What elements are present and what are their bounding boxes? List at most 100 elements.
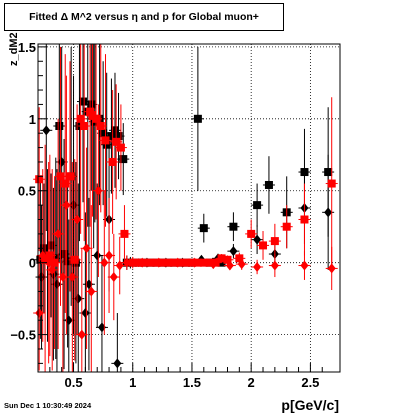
data-point bbox=[74, 293, 83, 304]
data-point bbox=[120, 229, 129, 238]
data-point bbox=[35, 308, 44, 319]
data-series bbox=[33, 44, 338, 372]
data-point bbox=[193, 114, 202, 123]
data-point bbox=[57, 156, 66, 167]
data-point bbox=[138, 257, 147, 268]
data-point bbox=[69, 200, 78, 211]
x-tick-label: 0.5 bbox=[64, 375, 82, 390]
data-point bbox=[87, 286, 96, 297]
red-square-series bbox=[33, 44, 338, 372]
data-point bbox=[38, 250, 47, 261]
data-point bbox=[44, 257, 53, 268]
data-point bbox=[70, 255, 79, 264]
data-point bbox=[76, 114, 85, 123]
data-point bbox=[101, 136, 110, 145]
x-tick-label: 2 bbox=[248, 375, 255, 390]
data-point bbox=[253, 261, 262, 272]
data-point bbox=[39, 244, 48, 253]
data-point bbox=[190, 257, 199, 268]
data-point bbox=[229, 246, 238, 257]
axis-ticks: 0.5 1 1.5 2 2.5 −0.5 0 0.5 1 1.5 bbox=[10, 40, 323, 390]
data-point bbox=[270, 260, 279, 271]
data-point bbox=[41, 255, 50, 264]
black-square-series bbox=[34, 44, 335, 370]
data-point bbox=[270, 237, 279, 246]
data-point bbox=[55, 122, 64, 130]
data-point bbox=[73, 214, 82, 225]
data-point bbox=[56, 172, 65, 181]
data-point bbox=[87, 100, 96, 109]
data-point bbox=[237, 259, 246, 270]
data-point bbox=[110, 126, 119, 135]
data-point bbox=[112, 137, 121, 146]
data-point bbox=[48, 264, 57, 275]
x-tick-label: 1.5 bbox=[183, 375, 201, 390]
data-point bbox=[247, 229, 256, 238]
data-point bbox=[108, 157, 117, 166]
data-point bbox=[63, 257, 72, 266]
data-point bbox=[264, 180, 273, 189]
data-point bbox=[100, 257, 109, 268]
y-tick-label: 0 bbox=[29, 256, 36, 271]
data-point bbox=[122, 257, 131, 268]
timestamp: Sun Dec 1 10:30:49 2024 bbox=[4, 401, 92, 410]
x-tick-label: 2.5 bbox=[301, 375, 319, 390]
data-point bbox=[154, 257, 163, 268]
y-axis-label-text: z_dM2 bbox=[8, 32, 20, 66]
y-tick-label: −0.5 bbox=[10, 328, 36, 343]
data-point bbox=[58, 272, 67, 283]
data-point bbox=[253, 201, 262, 210]
data-point bbox=[223, 255, 232, 264]
data-point bbox=[300, 260, 309, 271]
data-point bbox=[114, 132, 123, 141]
data-point bbox=[42, 125, 51, 136]
data-point bbox=[82, 243, 91, 254]
data-point bbox=[229, 222, 238, 231]
data-point bbox=[51, 254, 60, 263]
data-point bbox=[209, 259, 218, 270]
data-point bbox=[93, 250, 102, 261]
data-point bbox=[60, 250, 69, 259]
data-point bbox=[68, 272, 77, 283]
y-tick-label: 0.5 bbox=[18, 184, 36, 199]
data-point bbox=[77, 329, 86, 340]
data-point bbox=[109, 272, 118, 283]
data-point bbox=[119, 155, 128, 164]
data-point bbox=[79, 97, 88, 106]
red-diamond-series bbox=[33, 75, 338, 372]
data-point bbox=[327, 263, 336, 274]
data-point bbox=[92, 114, 101, 123]
data-point bbox=[47, 241, 56, 250]
plot-frame bbox=[37, 43, 341, 373]
data-point bbox=[324, 207, 333, 218]
x-axis-label: p[GeV/c] bbox=[281, 397, 339, 413]
data-point bbox=[116, 143, 125, 152]
data-point bbox=[225, 260, 234, 271]
x-tick-label: 1 bbox=[129, 375, 136, 390]
y-tick-label: 1.5 bbox=[18, 40, 36, 55]
y-tick-label: 1 bbox=[29, 112, 36, 127]
data-point bbox=[99, 129, 108, 138]
data-point bbox=[113, 358, 122, 369]
data-point bbox=[300, 215, 309, 224]
data-point bbox=[94, 185, 103, 196]
data-point bbox=[282, 222, 291, 231]
data-point bbox=[199, 224, 208, 233]
chart-title: Fitted Δ M^2 versus η and p for Global m… bbox=[4, 3, 284, 31]
data-point bbox=[45, 251, 54, 260]
data-point bbox=[173, 257, 182, 268]
data-point bbox=[115, 260, 124, 271]
data-point bbox=[217, 254, 226, 263]
data-point bbox=[107, 132, 116, 141]
data-point bbox=[102, 140, 111, 149]
data-point bbox=[86, 107, 95, 116]
data-point bbox=[96, 122, 105, 130]
data-point bbox=[259, 241, 268, 250]
data-point bbox=[61, 179, 70, 188]
data-point bbox=[80, 122, 89, 130]
data-point bbox=[62, 200, 71, 211]
data-point bbox=[105, 250, 114, 261]
y-axis-label: z_dM2 bbox=[8, 32, 20, 66]
data-point bbox=[327, 179, 336, 188]
